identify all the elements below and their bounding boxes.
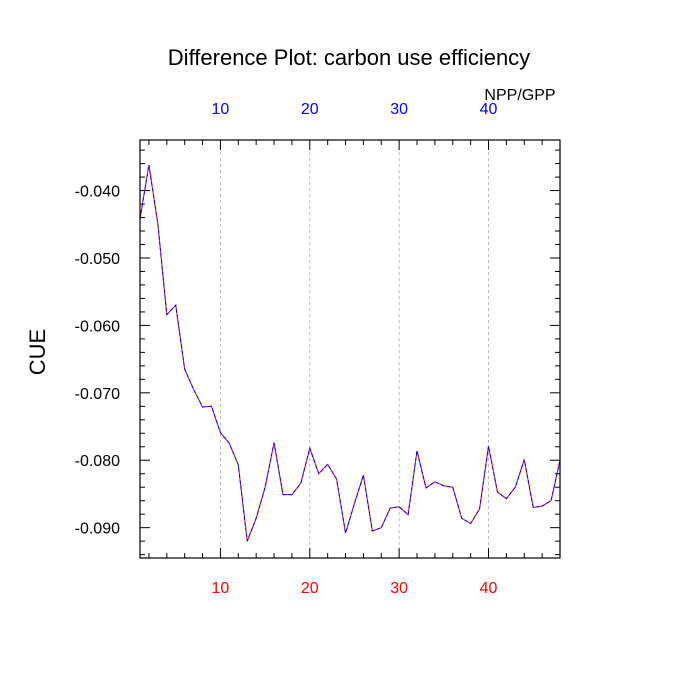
axis-ticks [140,140,561,558]
x-tick-label-top-20: 20 [301,101,319,118]
y-tick-label--0.050: -0.050 [75,251,120,268]
x-tick-label-bottom-10: 10 [212,580,230,597]
y-tick-label--0.040: -0.040 [75,184,120,201]
y-tick-label--0.060: -0.060 [75,318,120,335]
x-tick-labels-top: 10 20 30 40 [212,101,498,118]
y-tick-label--0.070: -0.070 [75,386,120,403]
x-tick-labels-bottom: 10 20 30 40 [212,580,498,597]
x-tick-label-top-40: 40 [480,101,498,118]
x-tick-label-bottom-40: 40 [480,580,498,597]
series-line-0 [139,164,561,542]
x-tick-label-top-10: 10 [212,101,230,118]
y-tick-labels: -0.040 -0.050 -0.060 -0.070 -0.080 -0.090 [75,184,120,538]
top-axis-label: NPP/GPP [484,87,555,104]
y-tick-label--0.090: -0.090 [75,521,120,538]
x-tick-label-bottom-30: 30 [390,580,408,597]
y-tick-label--0.080: -0.080 [75,453,120,470]
x-tick-label-top-30: 30 [390,101,408,118]
grid-lines [220,140,489,558]
series-group [139,164,561,542]
x-tick-label-bottom-20: 20 [301,580,319,597]
chart-title: Difference Plot: carbon use efficiency [168,45,530,70]
y-axis-label: CUE [25,329,50,375]
plot-frame [139,139,561,559]
